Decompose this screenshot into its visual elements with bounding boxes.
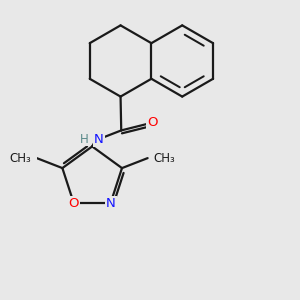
Text: N: N [94,133,104,146]
Text: O: O [68,196,79,210]
Text: O: O [147,116,158,129]
Text: CH₃: CH₃ [153,152,175,165]
Text: CH₃: CH₃ [10,152,31,165]
Text: N: N [106,196,116,210]
Text: H: H [80,133,89,146]
